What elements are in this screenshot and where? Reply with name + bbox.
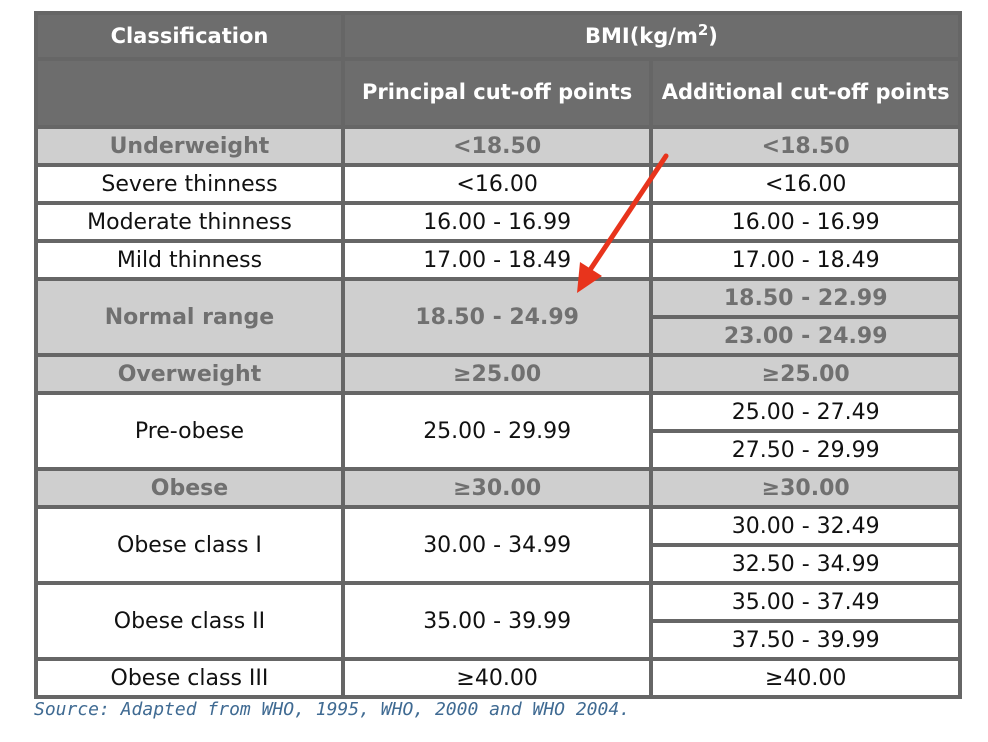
classification-cell: Normal range (36, 279, 343, 355)
table-row: Obese class II 35.00 - 39.99 35.00 - 37.49 (36, 583, 960, 659)
additional-cutoff-cell: ≥40.00 (651, 659, 960, 697)
source-note: Source: Adapted from WHO, 1995, WHO, 200… (34, 699, 631, 720)
additional-cutoff-cell: 17.00 - 18.49 (651, 241, 960, 279)
additional-cutoff-cell: 37.50 - 39.99 (651, 621, 960, 659)
table-row: Severe thinness <16.00 <16.00 (36, 165, 960, 203)
principal-cutoff-cell: ≥30.00 (342, 469, 652, 507)
principal-cutoff-cell: <16.00 (342, 165, 652, 203)
additional-cutoff-cell: 18.50 - 22.99 (651, 279, 960, 317)
classification-cell: Moderate thinness (36, 203, 343, 241)
principal-cutoff-cell: ≥40.00 (342, 659, 652, 697)
table-row-continuation: 27.50 - 29.99 (36, 431, 960, 469)
classification-cell: Obese (36, 469, 343, 507)
classification-cell: Obese class III (36, 659, 343, 697)
table-row-continuation: 32.50 - 34.99 (36, 545, 960, 583)
additional-cutoff-cell: 23.00 - 24.99 (651, 317, 960, 355)
principal-cutoff-cell: ≥25.00 (342, 355, 652, 393)
empty-header-cell (36, 59, 343, 127)
arrow-shaft (587, 153, 669, 273)
classification-cell: Underweight (36, 127, 343, 165)
classification-cell: Obese class I (36, 507, 343, 583)
principal-cutoff-cell: 16.00 - 16.99 (342, 203, 652, 241)
additional-cutoff-cell: <16.00 (651, 165, 960, 203)
principal-cutoff-cell: 17.00 - 18.49 (342, 241, 652, 279)
principal-cutoff-cell: 25.00 - 29.99 (342, 393, 652, 469)
additional-cutoff-cell: 16.00 - 16.99 (651, 203, 960, 241)
classification-cell: Obese class II (36, 583, 343, 659)
classification-cell: Pre-obese (36, 393, 343, 469)
bmi-header-close: ) (708, 24, 718, 48)
table-row: Overweight ≥25.00 ≥25.00 (36, 355, 960, 393)
principal-cutoff-header: Principal cut-off points (342, 59, 652, 127)
additional-cutoff-cell: 27.50 - 29.99 (651, 431, 960, 469)
additional-cutoff-cell: 35.00 - 37.49 (651, 583, 960, 621)
classification-header: Classification (36, 13, 343, 59)
additional-cutoff-cell: 25.00 - 27.49 (651, 393, 960, 431)
additional-cutoff-cell: 32.50 - 34.99 (651, 545, 960, 583)
principal-cutoff-cell: 18.50 - 24.99 (342, 279, 652, 355)
classification-cell: Severe thinness (36, 165, 343, 203)
table-body: Underweight <18.50 <18.50 Severe thinness <1… (36, 127, 960, 697)
classification-cell: Mild thinness (36, 241, 343, 279)
principal-cutoff-cell: 30.00 - 34.99 (342, 507, 652, 583)
additional-cutoff-cell: ≥25.00 (651, 355, 960, 393)
additional-cutoff-cell: ≥30.00 (651, 469, 960, 507)
additional-cutoff-header: Additional cut-off points (651, 59, 960, 127)
bmi-header-exponent: 2 (697, 21, 709, 39)
bmi-header: BMI(kg/m2) (342, 13, 960, 59)
classification-cell: Overweight (36, 355, 343, 393)
bmi-classification-table: Classification BMI(kg/m2) Principal cut-… (34, 11, 962, 699)
principal-cutoff-cell: <18.50 (342, 127, 652, 165)
principal-cutoff-cell: 35.00 - 39.99 (342, 583, 652, 659)
table-row: Normal range 18.50 - 24.99 18.50 - 22.99 (36, 279, 960, 355)
table-row: Obese ≥30.00 ≥30.00 (36, 469, 960, 507)
arrow-head-icon (577, 262, 602, 293)
bmi-header-label: BMI(kg/m (584, 24, 698, 48)
table-row: Underweight <18.50 <18.50 (36, 127, 960, 165)
table-row: Moderate thinness 16.00 - 16.99 16.00 - 16… (36, 203, 960, 241)
table-row: Obese class III ≥40.00 ≥40.00 (36, 659, 960, 697)
table-row-continuation: 23.00 - 24.99 (36, 317, 960, 355)
additional-cutoff-cell: <18.50 (651, 127, 960, 165)
additional-cutoff-cell: 30.00 - 32.49 (651, 507, 960, 545)
table-row: Obese class I 30.00 - 34.99 30.00 - 32.49 (36, 507, 960, 583)
table-row-continuation: 37.50 - 39.99 (36, 621, 960, 659)
table-row: Pre-obese 25.00 - 29.99 25.00 - 27.49 (36, 393, 960, 469)
table-row: Mild thinness 17.00 - 18.49 17.00 - 18.49 (36, 241, 960, 279)
